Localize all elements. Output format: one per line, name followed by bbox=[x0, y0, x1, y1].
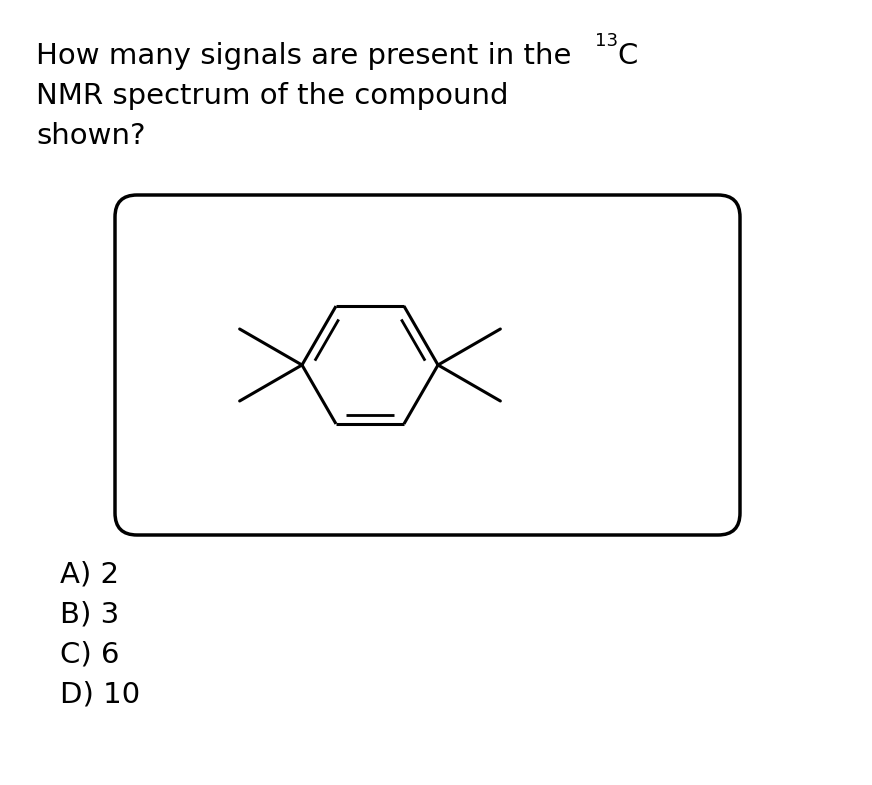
Text: C: C bbox=[617, 42, 637, 70]
Text: D) 10: D) 10 bbox=[60, 680, 140, 708]
Text: B) 3: B) 3 bbox=[60, 600, 119, 628]
Text: A) 2: A) 2 bbox=[60, 560, 119, 588]
FancyBboxPatch shape bbox=[115, 195, 740, 535]
Text: NMR spectrum of the compound: NMR spectrum of the compound bbox=[36, 82, 508, 110]
Text: C) 6: C) 6 bbox=[60, 640, 119, 668]
Text: 13: 13 bbox=[595, 32, 618, 50]
Text: How many signals are present in the: How many signals are present in the bbox=[36, 42, 581, 70]
Text: shown?: shown? bbox=[36, 122, 146, 150]
